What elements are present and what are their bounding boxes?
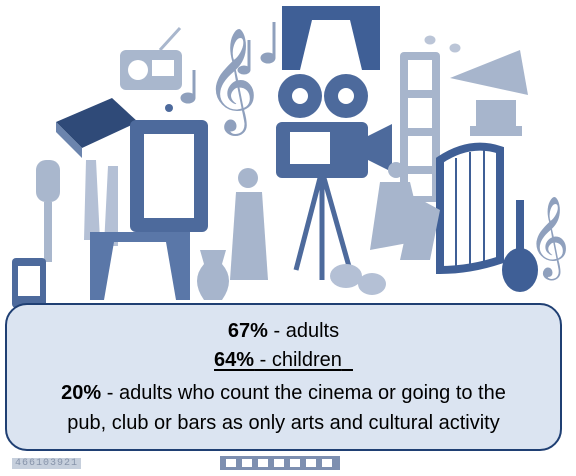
statue-icon <box>230 168 268 280</box>
stage-curtain-icon <box>90 232 190 300</box>
mobile-phone-icon <box>12 258 46 308</box>
microphone-icon <box>36 160 60 262</box>
film-strip-icon <box>220 456 340 470</box>
cinema-pub-percent: 20% <box>61 382 102 404</box>
ballet-shoes-icon <box>84 160 118 246</box>
children-stat: 64% - children <box>7 348 560 372</box>
children-label: - children <box>254 349 342 371</box>
adults-percent: 67% <box>227 320 268 342</box>
cinema-pub-continuation: pub, club or bars as only arts and cultu… <box>67 412 500 434</box>
radio-icon <box>120 26 182 90</box>
treble-clef-icon: 𝄞 <box>528 195 569 280</box>
music-notes-icon <box>180 22 461 104</box>
gramophone-icon <box>450 50 528 136</box>
book-icon <box>56 98 138 158</box>
watermark-code: 466103921 <box>12 458 82 469</box>
theatre-masks-icon <box>330 264 386 295</box>
cinema-pub-stat: 20% - adults who count the cinema or goi… <box>7 381 560 405</box>
dancers-icon <box>370 162 440 260</box>
vase-icon <box>197 250 229 300</box>
violin-icon <box>502 200 538 292</box>
children-percent: 64% <box>214 349 255 371</box>
curtain-icon <box>282 6 380 70</box>
adults-label: - adults <box>267 320 340 342</box>
film-strip-icon <box>400 52 440 202</box>
harp-icon <box>436 142 504 275</box>
film-camera-icon <box>276 74 392 280</box>
cinema-pub-label: - adults who count the cinema or going t… <box>101 382 506 404</box>
treble-clef-icon: 𝄞 <box>205 27 258 136</box>
adults-stat: 67% - adults <box>7 319 560 343</box>
statistics-callout: 67% - adults 64% - children 20% - adults… <box>5 303 562 451</box>
picture-frame-icon <box>130 104 208 232</box>
